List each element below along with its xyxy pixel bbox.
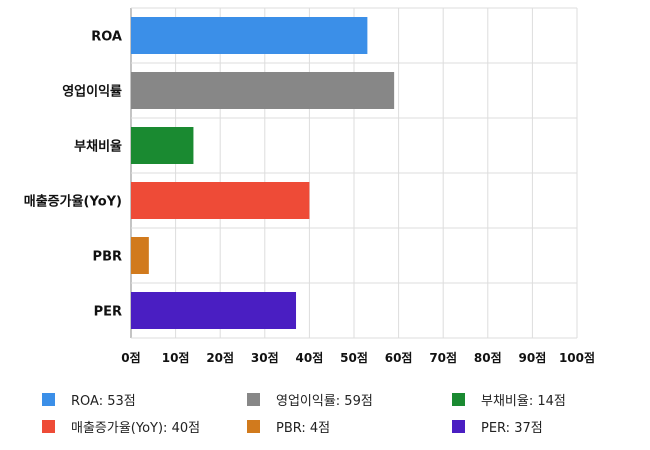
legend-item: ROA: 53점 bbox=[42, 390, 136, 409]
legend-swatch bbox=[452, 393, 465, 406]
category-label: ROA bbox=[91, 30, 122, 45]
legend-label: PBR: 4점 bbox=[276, 421, 331, 436]
legend-swatch bbox=[247, 420, 260, 433]
legend-swatch bbox=[247, 393, 260, 406]
x-tick-label: 100점 bbox=[559, 350, 595, 365]
x-tick-label: 70점 bbox=[429, 350, 457, 365]
bar-3 bbox=[131, 182, 310, 219]
x-tick-label: 30점 bbox=[251, 350, 279, 365]
legend-label: 영업이익률: 59점 bbox=[276, 394, 373, 409]
x-tick-label: 80점 bbox=[474, 350, 502, 365]
legend-item: 영업이익률: 59점 bbox=[247, 390, 373, 409]
category-label: 부채비율 bbox=[74, 139, 122, 155]
x-tick-label: 60점 bbox=[385, 350, 413, 365]
bar-5 bbox=[131, 292, 297, 329]
x-tick-label: 20점 bbox=[206, 350, 234, 365]
x-tick-label: 50점 bbox=[340, 350, 368, 365]
category-label: 영업이익률 bbox=[62, 84, 122, 100]
category-label: PER bbox=[94, 305, 122, 320]
category-label: PBR bbox=[93, 250, 122, 265]
legend-item: 부채비율: 14점 bbox=[452, 390, 566, 409]
x-tick-label: 10점 bbox=[162, 350, 190, 365]
x-tick-label: 90점 bbox=[519, 350, 547, 365]
legend-swatch bbox=[42, 420, 55, 433]
legend-item: PER: 37점 bbox=[452, 417, 543, 436]
x-tick-label: 40점 bbox=[296, 350, 324, 365]
category-label: 매출증가율(YoY) bbox=[24, 194, 122, 210]
bar-4 bbox=[131, 237, 149, 274]
legend-label: 매출증가율(YoY): 40점 bbox=[71, 421, 201, 436]
legend-label: ROA: 53점 bbox=[71, 394, 136, 409]
legend-item: PBR: 4점 bbox=[247, 417, 330, 436]
legend-label: PER: 37점 bbox=[481, 421, 543, 436]
legend-swatch bbox=[42, 393, 55, 406]
legend-item: 매출증가율(YoY): 40점 bbox=[42, 417, 200, 436]
bar-0 bbox=[131, 17, 368, 54]
bar-1 bbox=[131, 72, 395, 109]
bar-2 bbox=[131, 127, 194, 164]
x-tick-label: 0점 bbox=[121, 350, 140, 365]
legend-swatch bbox=[452, 420, 465, 433]
legend-label: 부채비율: 14점 bbox=[481, 394, 566, 409]
